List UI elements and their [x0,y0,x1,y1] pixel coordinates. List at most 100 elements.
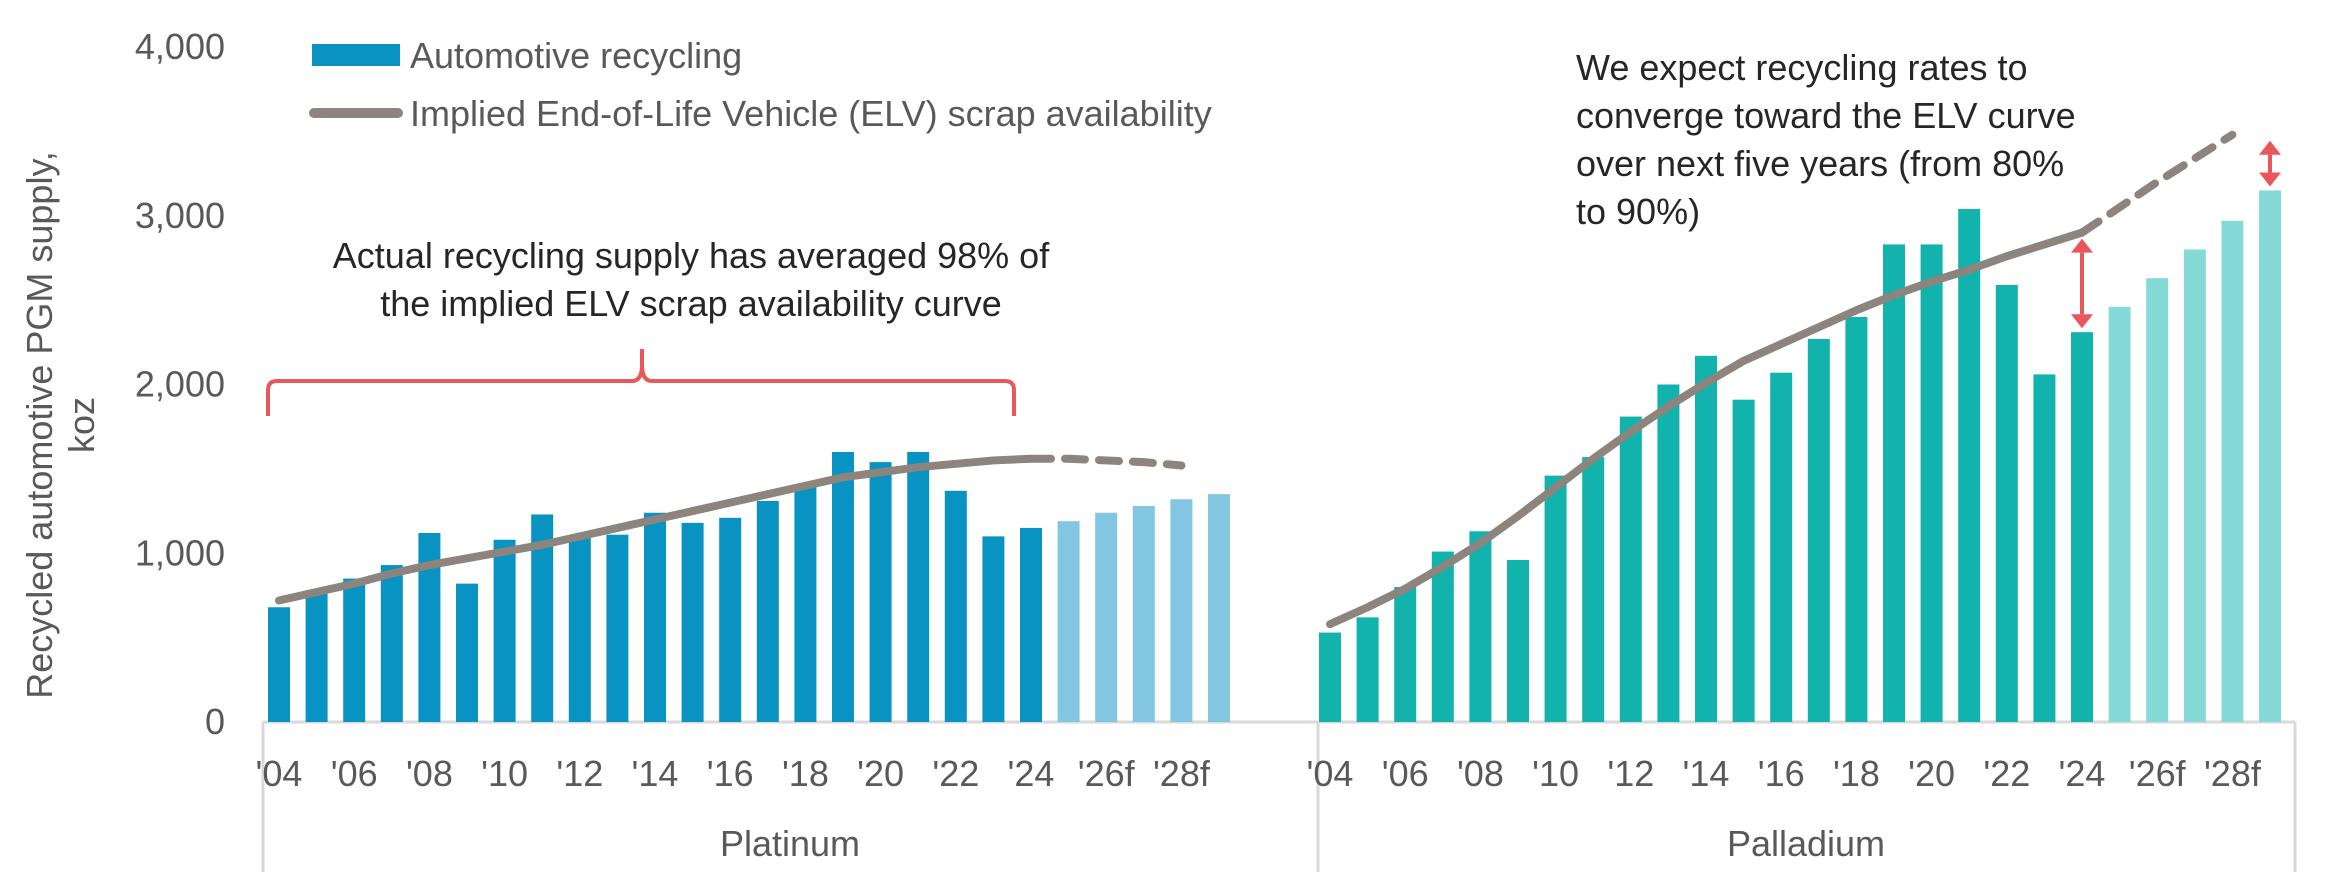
y-axis-title-line1: Recycled automotive PGM supply, [19,151,60,699]
legend-line-label: Implied End-of-Life Vehicle (ELV) scrap … [410,93,1212,134]
x-tick-label: '08 [1457,753,1504,794]
palladium-bar [1845,317,1868,722]
bars [268,190,2281,722]
platinum-bar [418,533,441,722]
platinum-bar [606,534,629,722]
platinum-bar [832,452,854,722]
palladium-bar [2259,190,2281,722]
gap-arrow-2024-head-top [2071,238,2093,253]
platinum-bar [380,565,403,722]
palladium-bar [1883,244,1905,722]
x-tick-label: '18 [782,753,829,794]
x-tick-label: '22 [932,753,979,794]
platinum-bar [1132,506,1155,722]
legend-bar-label: Automotive recycling [410,35,742,76]
platinum-bar [1020,527,1042,722]
x-tick-label: '10 [481,753,528,794]
platinum-bar [1208,494,1230,722]
platinum-bar [268,607,290,722]
palladium-bar [2071,332,2093,722]
palladium-elv-line-forecast [2078,130,2237,237]
x-tick-label: '26f [1078,753,1136,794]
gap-arrows [2071,140,2281,329]
group-label-palladium: Palladium [1727,823,1885,864]
platinum-bar [719,517,742,722]
platinum-bar [1057,521,1080,722]
platinum-bar [568,536,591,722]
palladium-bar [1356,617,1379,722]
platinum-bar [343,578,366,722]
platinum-bar [1170,499,1193,722]
platinum-elv-line-actual [275,454,1035,605]
palladium-bar [1807,338,1830,722]
palladium-bar [1958,209,1981,722]
palladium-elv-line-actual [1326,228,2086,629]
x-tick-label: '10 [1532,753,1579,794]
x-tick-label: '08 [406,753,453,794]
group-label-platinum: Platinum [720,823,860,864]
x-tick-label: '20 [857,753,904,794]
palladium-bar [1732,399,1755,722]
gap-arrow-2024-head-bottom [2071,314,2093,329]
palladium-note-line4: to 90%) [1576,191,1700,232]
y-tick-labels: 0 1,000 2,000 3,000 4,000 [135,26,225,742]
palladium-annotation: We expect recycling rates to converge to… [1576,47,2076,232]
platinum-bar [644,512,666,722]
axes [261,720,2297,872]
platinum-bar [456,583,478,722]
x-tick-label: '16 [1758,753,1805,794]
x-tick-label: '18 [1833,753,1880,794]
palladium-note-line2: converge toward the ELV curve [1576,95,2076,136]
palladium-note-line1: We expect recycling rates to [1576,47,2028,88]
platinum-annotation: Actual recycling supply has averaged 98%… [266,235,1050,416]
x-tick-label: '12 [1607,753,1654,794]
gap-arrow-2029-head-bottom [2259,172,2281,187]
platinum-note-line1: Actual recycling supply has averaged 98%… [333,235,1050,276]
x-tick-label: '22 [1983,753,2030,794]
platinum-bar [493,539,516,722]
palladium-bar [1920,244,1943,722]
palladium-bar [1394,587,1417,722]
platinum-bar [944,490,967,722]
y-tick-label: 1,000 [135,532,225,573]
palladium-bar [1469,531,1492,722]
platinum-brace [266,349,1016,416]
y-tick-label: 3,000 [135,195,225,236]
platinum-bar [681,522,704,722]
x-tick-label: '16 [707,753,754,794]
palladium-bar [2183,249,2206,722]
y-tick-label: 4,000 [135,26,225,67]
palladium-bar [1582,457,1605,722]
y-tick-label: 0 [205,701,225,742]
x-tick-label: '14 [1683,753,1730,794]
platinum-bar [907,452,930,722]
x-tick-label: '20 [1908,753,1955,794]
palladium-bar [1695,355,1717,722]
x-tick-label: '04 [1307,753,1354,794]
y-tick-label: 2,000 [135,364,225,405]
x-tick-label: '06 [1382,753,1429,794]
palladium-bar [1657,384,1680,722]
x-tick-labels: '04 '06 '08 '10 '12 '14 '16 '18 '20 '22 '24 '26f '28… [256,753,2262,794]
palladium-bar [1544,475,1567,722]
palladium-bar [1319,632,1341,722]
palladium-bar [2108,306,2131,722]
platinum-bar [869,462,892,722]
platinum-note-line2: the implied ELV scrap availability curve [380,283,1002,324]
palladium-note-line3: over next five years (from 80% [1576,143,2064,184]
platinum-bar [305,593,328,722]
legend-bar-swatch [312,44,400,66]
x-tick-label: '06 [331,753,378,794]
y-axis-title-line2: koz [61,397,102,453]
legend: Automotive recycling Implied End-of-Life… [309,35,1212,134]
palladium-bar [2221,220,2244,722]
gap-arrow-2029-head-top [2259,140,2281,155]
platinum-bar [756,500,779,722]
x-tick-label: '14 [632,753,679,794]
platinum-bar [982,536,1005,722]
x-tick-label: '28f [2204,753,2262,794]
x-tick-label: '28f [1153,753,1211,794]
palladium-bar [1770,372,1793,722]
platinum-bar [1095,512,1118,722]
